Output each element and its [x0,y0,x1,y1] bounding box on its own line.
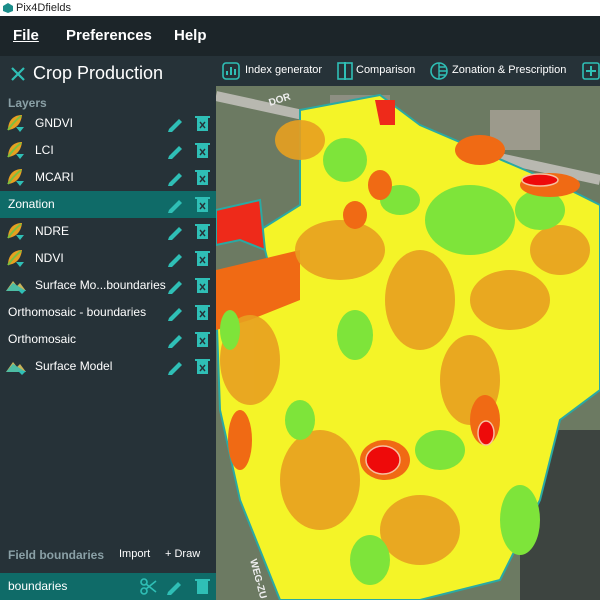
layer-name: Surface Model [35,359,113,373]
row-actions [168,278,210,294]
tool-icon [430,62,448,80]
menu-item[interactable]: Preferences [66,27,152,44]
title-bar: Pix4Dfields [0,0,600,16]
field-boundaries-heading: Field boundaries [8,548,105,562]
layer-name: GNDVI [35,116,74,130]
layers-heading: Layers [8,96,47,110]
layer-row[interactable]: Surface Model [0,353,216,380]
row-actions [168,224,210,240]
layer-icon [7,250,24,267]
layer-row[interactable]: GNDVI [0,110,216,137]
layer-row[interactable]: Zonation [0,191,216,218]
layer-icon [6,362,26,375]
tool-button[interactable]: Comparison [356,64,416,76]
row-actions [168,251,210,267]
boundary-name: boundaries [8,579,68,593]
menu-item[interactable]: File [13,27,39,44]
layer-row[interactable]: Surface Mo...boundaries [0,272,216,299]
layer-name: NDVI [35,251,64,265]
layer-icon [7,115,24,132]
layer-icon [7,142,24,159]
layer-row[interactable]: Orthomosaic - boundaries [0,299,216,326]
layer-name: NDRE [35,224,70,238]
layer-icon [7,223,24,240]
layer-name: Orthomosaic - boundaries [8,305,147,319]
tool-button[interactable]: Index generator [245,64,323,76]
project-title: Crop Production [33,63,164,83]
close-icon[interactable] [10,66,26,82]
layer-icon [7,169,24,186]
row-actions [168,143,210,159]
layer-name: Zonation [8,197,55,211]
layer-name: MCARI [35,170,74,184]
layer-name: Orthomosaic [8,332,77,346]
layer-row[interactable]: LCI [0,137,216,164]
layer-icon [6,281,26,294]
menu-bar: File Preferences Help [0,16,600,56]
toolbar: Index generator Comparison Zonation & Pr… [216,56,600,86]
row-actions [168,305,210,321]
row-actions [168,116,210,132]
tool-icon [222,62,240,80]
row-actions [140,578,210,595]
layer-row[interactable]: MCARI [0,164,216,191]
menu-item[interactable]: Help [174,27,207,44]
app-icon [3,3,13,13]
tool-icon [337,62,353,80]
row-actions [168,359,210,375]
row-actions [168,197,210,213]
layer-row[interactable]: NDRE [0,218,216,245]
import-button[interactable]: Import [119,548,151,560]
side-panel: Crop Production Layers GNDVI LCI MCARI Zona… [0,56,216,600]
boundary-row[interactable]: boundaries [0,573,216,600]
row-actions [168,170,210,186]
layer-row[interactable]: Orthomosaic [0,326,216,353]
tool-button[interactable]: Zonation & Prescription [452,64,567,76]
app-title: Pix4Dfields [16,2,72,14]
draw-button[interactable]: + Draw [165,548,201,560]
row-actions [168,332,210,348]
add-icon[interactable] [582,62,600,80]
layer-name: LCI [35,143,54,157]
map-view[interactable]: DOR WEG-ZU [216,86,600,600]
layer-name: Surface Mo...boundaries [35,278,166,292]
layer-row[interactable]: NDVI [0,245,216,272]
